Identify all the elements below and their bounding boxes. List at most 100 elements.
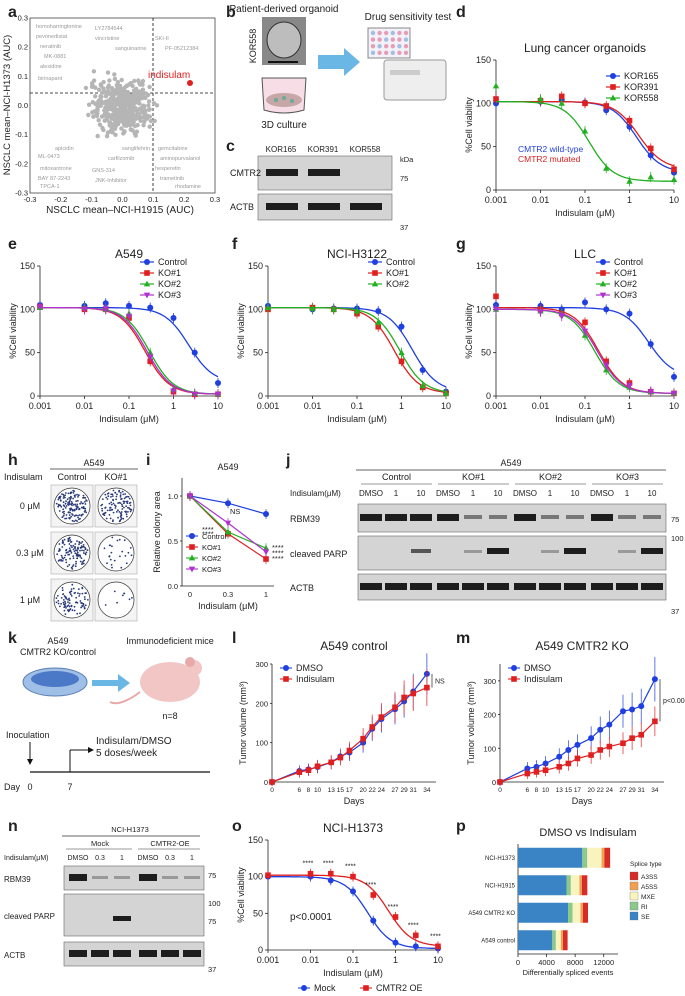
data-point bbox=[262, 549, 270, 556]
legend-marker bbox=[143, 292, 151, 299]
panel-label-n: n bbox=[8, 818, 18, 835]
drug-label: neratinib bbox=[40, 44, 61, 50]
drug-point bbox=[86, 102, 92, 107]
legend-label: Control bbox=[386, 257, 415, 267]
colony bbox=[124, 555, 127, 557]
colony bbox=[75, 562, 77, 565]
series-line bbox=[271, 673, 428, 783]
colony bbox=[67, 503, 69, 506]
x-axis-label: Days bbox=[344, 796, 365, 806]
data-point bbox=[620, 708, 626, 715]
x-tick: 10 bbox=[542, 787, 550, 794]
organoid-title: Patient-derived organoid bbox=[230, 4, 339, 15]
band bbox=[564, 548, 586, 554]
data-point bbox=[398, 358, 405, 365]
colony bbox=[79, 517, 81, 520]
y-tick: 0 bbox=[486, 185, 491, 195]
sig-stars: **** bbox=[345, 864, 356, 871]
legend-swatch bbox=[629, 881, 639, 891]
arrow-icon bbox=[318, 48, 360, 76]
colony bbox=[76, 550, 79, 552]
x-tick: 13 bbox=[556, 787, 564, 794]
h-row: 0 μM bbox=[20, 501, 40, 511]
data-point bbox=[565, 760, 572, 767]
colony bbox=[127, 511, 129, 513]
band bbox=[92, 876, 108, 879]
colony bbox=[60, 603, 62, 605]
drug-label: mitoxantrone bbox=[40, 166, 72, 172]
colony bbox=[118, 489, 121, 492]
drug-point bbox=[137, 101, 142, 106]
colony bbox=[81, 605, 83, 607]
drug-point bbox=[121, 110, 126, 115]
colony bbox=[69, 550, 72, 553]
colony bbox=[60, 505, 63, 508]
band bbox=[91, 950, 109, 957]
colony bbox=[78, 595, 81, 597]
drug-point bbox=[113, 132, 118, 137]
well bbox=[384, 44, 389, 49]
lane-label: DMSO bbox=[138, 855, 160, 862]
drug-point bbox=[108, 120, 113, 125]
legend-marker bbox=[143, 280, 151, 287]
legend-marker bbox=[511, 676, 517, 682]
colony bbox=[62, 508, 65, 511]
band bbox=[566, 515, 584, 519]
legend-label: KO#2 bbox=[614, 279, 637, 289]
colony bbox=[61, 493, 63, 495]
k-d7: 7 bbox=[67, 782, 72, 792]
drug-point bbox=[140, 87, 146, 92]
y-tick: 0 bbox=[30, 391, 35, 401]
colony bbox=[120, 514, 123, 516]
drug-point bbox=[121, 86, 127, 92]
drug-label: carfilzomib bbox=[108, 156, 134, 162]
x-tick: 17 bbox=[574, 787, 582, 794]
drug-point bbox=[141, 123, 146, 128]
colony bbox=[109, 517, 112, 520]
drug-point bbox=[136, 78, 141, 83]
data-point bbox=[375, 318, 382, 325]
data-point bbox=[350, 873, 356, 880]
colony bbox=[126, 515, 128, 518]
bar-segment bbox=[583, 902, 588, 923]
colony bbox=[77, 516, 79, 519]
colony bbox=[121, 503, 123, 506]
colony bbox=[72, 587, 75, 590]
x-tick: 0.3 bbox=[223, 590, 233, 599]
colony bbox=[76, 499, 79, 502]
drug-point bbox=[147, 114, 152, 119]
x-tick: 31 bbox=[638, 787, 646, 794]
drug-point bbox=[122, 91, 127, 97]
legend-swatch bbox=[629, 901, 639, 911]
colony bbox=[64, 507, 67, 509]
colony bbox=[110, 501, 113, 504]
colony bbox=[69, 593, 72, 596]
data-point bbox=[537, 309, 544, 316]
drug-label: birinapant bbox=[38, 76, 63, 82]
colony bbox=[75, 554, 78, 557]
data-point bbox=[647, 341, 654, 347]
y-tick: 0 bbox=[258, 391, 263, 401]
drug-point bbox=[131, 96, 137, 102]
colony bbox=[82, 494, 85, 497]
colony bbox=[75, 514, 78, 517]
band bbox=[618, 550, 636, 553]
colony bbox=[70, 515, 73, 518]
chart-title: NCI-H3122 bbox=[327, 247, 387, 261]
drug-point bbox=[109, 86, 115, 91]
drug-point bbox=[86, 112, 91, 118]
data-point bbox=[542, 760, 549, 767]
colony bbox=[79, 560, 82, 563]
well bbox=[403, 37, 409, 42]
x-tick: 0.001 bbox=[485, 195, 508, 205]
well bbox=[403, 30, 409, 36]
data-point bbox=[603, 363, 610, 370]
colony bbox=[64, 502, 67, 505]
plot-frame bbox=[29, 17, 216, 194]
colony bbox=[110, 496, 112, 498]
well bbox=[397, 30, 402, 36]
colony bbox=[72, 548, 75, 551]
band bbox=[410, 583, 432, 590]
drug-point bbox=[115, 80, 121, 85]
colony bbox=[71, 546, 73, 549]
